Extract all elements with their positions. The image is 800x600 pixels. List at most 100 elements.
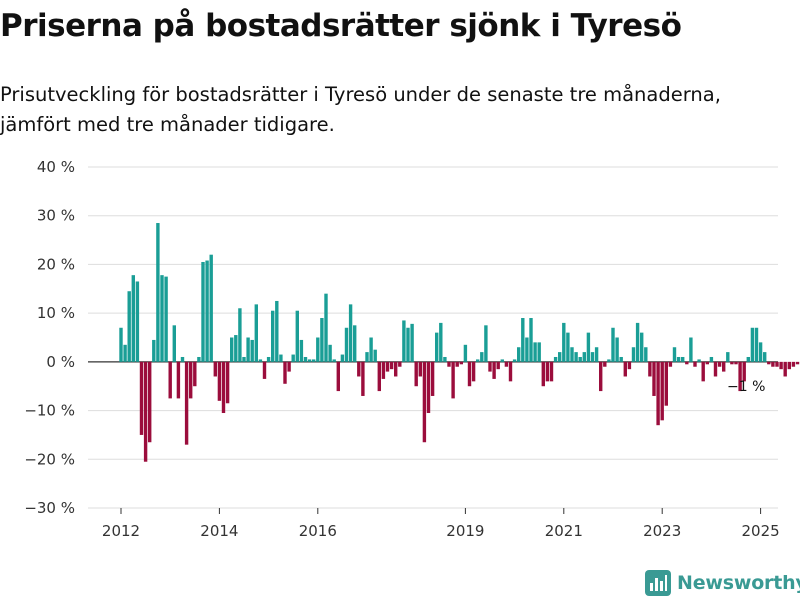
bar — [287, 361, 291, 372]
bar — [549, 361, 554, 382]
bar — [570, 347, 574, 362]
chart-subtitle-line-2: jämfört med tre månader tidigare. — [0, 113, 335, 136]
bar — [787, 361, 791, 370]
bar — [127, 291, 131, 362]
brand-logo[interactable]: Newsworthy — [645, 568, 800, 598]
chart-title: Priserna på bostadsrätter sjönk i Tyresö — [0, 8, 682, 44]
bar — [717, 361, 722, 367]
bar — [152, 339, 156, 362]
bar — [504, 361, 509, 367]
bar — [676, 356, 681, 362]
bar — [758, 342, 763, 362]
bar — [607, 359, 611, 362]
bar — [635, 322, 640, 362]
bar — [426, 361, 431, 414]
bars — [119, 223, 800, 462]
x-tick-label: 2019 — [446, 522, 484, 540]
bar — [578, 356, 582, 362]
bar — [672, 347, 677, 362]
bar — [406, 327, 410, 362]
bar — [279, 354, 283, 362]
bar — [447, 361, 451, 367]
bar — [180, 356, 185, 362]
newsworthy-logo-icon — [645, 570, 671, 596]
bar — [258, 359, 263, 362]
bar — [422, 361, 427, 443]
bar — [131, 275, 135, 362]
bar — [582, 352, 586, 362]
bar — [525, 337, 529, 362]
bar — [189, 361, 193, 399]
bar — [771, 361, 775, 367]
x-tick-label: 2025 — [742, 522, 780, 540]
bar — [217, 361, 222, 401]
bar — [225, 361, 230, 404]
bar — [291, 354, 295, 362]
bar — [668, 361, 673, 367]
bar — [271, 310, 275, 362]
bar — [660, 361, 664, 421]
bar — [389, 361, 394, 370]
bar — [160, 275, 164, 362]
bar — [139, 361, 144, 435]
bar — [533, 342, 537, 362]
bar — [213, 361, 217, 377]
chart-subtitle: Prisutveckling för bostadsrätter i Tyres… — [0, 80, 800, 140]
bar — [254, 304, 258, 362]
x-tick-label: 2014 — [200, 522, 238, 540]
bar — [795, 361, 800, 365]
bar — [316, 337, 320, 362]
bar — [283, 361, 287, 384]
bar — [619, 356, 623, 362]
bar — [754, 327, 759, 362]
bar — [644, 347, 648, 362]
bar — [394, 361, 398, 377]
bar — [476, 359, 480, 362]
bar — [250, 339, 254, 362]
bar — [455, 361, 459, 367]
bar — [767, 361, 771, 365]
bar — [496, 361, 500, 370]
chart-subtitle-line-1: Prisutveckling för bostadsrätter i Tyres… — [0, 83, 721, 106]
bar — [541, 361, 545, 387]
bar — [410, 323, 414, 362]
bar — [480, 352, 484, 362]
bar — [681, 356, 685, 362]
bar — [586, 332, 591, 362]
bar — [439, 322, 443, 362]
bar — [295, 310, 299, 362]
bar — [430, 361, 435, 396]
x-tick-label: 2012 — [102, 522, 140, 540]
bar — [123, 344, 127, 362]
y-tick-label: 0 % — [46, 353, 75, 371]
bar — [566, 332, 570, 362]
y-tick-label: −30 % — [24, 499, 75, 517]
bar — [508, 361, 513, 382]
bar — [709, 356, 714, 362]
bar — [615, 337, 619, 362]
bar — [184, 361, 189, 445]
y-tick-label: 40 % — [37, 158, 75, 176]
bar — [623, 361, 627, 377]
last-value-annotation: −1 % — [727, 379, 765, 395]
bar — [377, 361, 381, 392]
bar — [775, 361, 779, 367]
bar — [303, 356, 308, 362]
bar — [435, 332, 439, 362]
y-tick-label: −20 % — [24, 450, 75, 468]
bar — [230, 337, 234, 362]
bar — [357, 361, 361, 377]
bar — [545, 361, 550, 382]
bar — [344, 327, 349, 362]
y-axis-ticks: 40 % 30 % 20 % 10 % 0 % −10 % −20 % −30 % — [24, 158, 75, 517]
bar — [402, 320, 406, 362]
bar — [783, 361, 787, 377]
bar — [172, 325, 176, 362]
bar — [340, 354, 345, 362]
bar — [656, 361, 660, 426]
bar — [713, 361, 718, 377]
gridlines — [88, 166, 778, 509]
bar — [574, 352, 578, 362]
bar — [471, 361, 476, 382]
